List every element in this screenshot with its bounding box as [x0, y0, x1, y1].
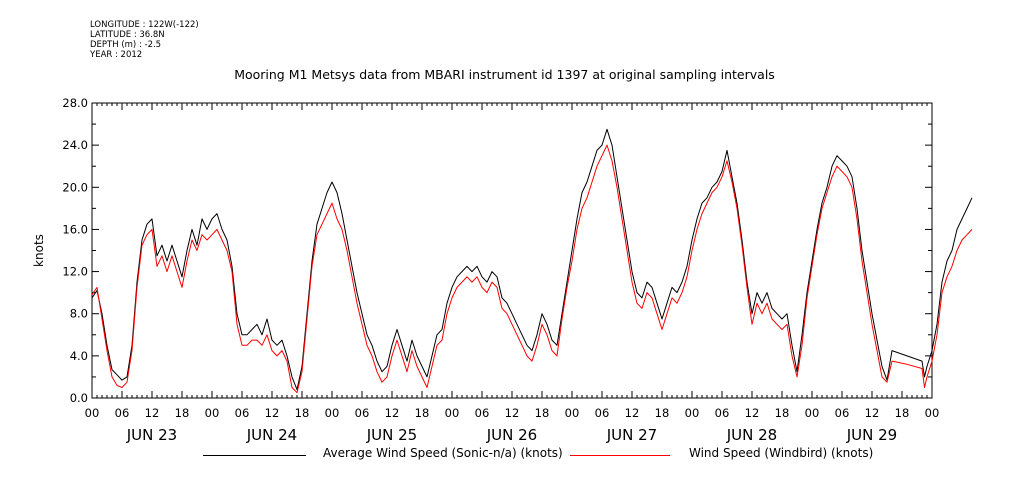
metadata-block: LONGITUDE : 122W(-122) LATITUDE : 36.8N …: [90, 20, 199, 60]
y-tick-label: 16.0: [62, 222, 88, 236]
x-tick-label: 06: [835, 406, 850, 420]
y-tick-label: 4.0: [70, 349, 88, 363]
y-tick-label: 20.0: [62, 180, 88, 194]
x-tick-label: 00: [205, 406, 220, 420]
y-tick-label: 24.0: [62, 138, 88, 152]
x-tick-label: 06: [235, 406, 250, 420]
legend-swatch-sonic: [203, 455, 306, 456]
y-axis-label: knots: [32, 234, 46, 267]
x-tick-label: 06: [115, 406, 130, 420]
year-text: YEAR : 2012: [90, 50, 143, 60]
x-tick-label: 06: [475, 406, 490, 420]
x-tick-label: 18: [295, 406, 310, 420]
x-tick-label: 06: [355, 406, 370, 420]
x-tick-label: 18: [535, 406, 550, 420]
x-tick-label: 12: [265, 406, 280, 420]
y-tick-label: 28.0: [62, 96, 88, 110]
x-tick-label: 00: [685, 406, 700, 420]
y-tick-label: 12.0: [62, 265, 88, 279]
x-tick-label: 12: [505, 406, 520, 420]
series-line-sonic: [91, 128, 973, 391]
x-tick-label: 06: [595, 406, 610, 420]
x-tick-label: 18: [175, 406, 190, 420]
x-day-label: JUN 27: [606, 426, 657, 444]
legend-label-sonic: Average Wind Speed (Sonic-n/a) (knots): [323, 446, 563, 460]
x-tick-label: 12: [385, 406, 400, 420]
x-tick-label: 12: [745, 406, 760, 420]
x-tick-label: 18: [775, 406, 790, 420]
x-tick-label: 00: [925, 406, 940, 420]
chart-title: Mooring M1 Metsys data from MBARI instru…: [234, 67, 775, 82]
y-tick-label: 0.0: [70, 391, 88, 405]
latitude-text: LATITUDE : 36.8N: [90, 30, 165, 40]
longitude-text: LONGITUDE : 122W(-122): [90, 20, 199, 30]
x-day-label: JUN 23: [126, 426, 177, 444]
depth-text: DEPTH (m) : -2.5: [90, 40, 162, 50]
x-tick-label: 18: [415, 406, 430, 420]
series-line-windbird: [91, 144, 973, 394]
plot-frame: [91, 102, 933, 399]
x-day-label: JUN 25: [366, 426, 417, 444]
x-tick-label: 00: [445, 406, 460, 420]
x-tick-label: 18: [895, 406, 910, 420]
x-tick-label: 00: [805, 406, 820, 420]
x-day-label: JUN 24: [246, 426, 297, 444]
x-tick-label: 00: [85, 406, 100, 420]
x-day-label: JUN 28: [726, 426, 777, 444]
x-tick-label: 18: [655, 406, 670, 420]
x-tick-label: 00: [325, 406, 340, 420]
x-tick-label: 12: [625, 406, 640, 420]
x-tick-label: 12: [865, 406, 880, 420]
x-day-label: JUN 26: [486, 426, 537, 444]
legend-label-windbird: Wind Speed (Windbird) (knots): [689, 446, 874, 460]
x-day-label: JUN 29: [846, 426, 897, 444]
legend-swatch-windbird: [570, 455, 670, 456]
x-tick-label: 12: [145, 406, 160, 420]
x-tick-label: 06: [715, 406, 730, 420]
y-tick-label: 8.0: [70, 307, 88, 321]
x-tick-label: 00: [565, 406, 580, 420]
